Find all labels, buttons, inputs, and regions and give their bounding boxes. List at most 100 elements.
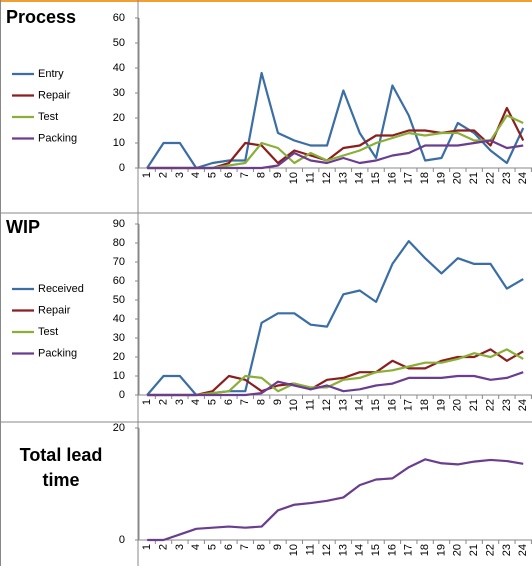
y-tick-label: 30 bbox=[113, 87, 125, 99]
legend-label: Repair bbox=[38, 304, 71, 316]
chart-title: WIP bbox=[6, 217, 40, 237]
x-tick-label: 2 bbox=[157, 544, 169, 550]
x-tick-label: 10 bbox=[288, 399, 300, 411]
x-tick-label: 10 bbox=[288, 172, 300, 184]
x-tick-label: 11 bbox=[305, 399, 317, 410]
x-tick-label: 9 bbox=[272, 544, 284, 550]
legend-label: Repair bbox=[38, 89, 71, 101]
x-tick-label: 2 bbox=[157, 172, 169, 178]
x-tick-label: 16 bbox=[386, 172, 398, 184]
x-tick-label: 19 bbox=[435, 544, 447, 556]
x-tick-label: 23 bbox=[501, 544, 513, 556]
legend-label: Received bbox=[38, 283, 84, 295]
x-tick-label: 15 bbox=[370, 172, 382, 184]
x-tick-label: 21 bbox=[468, 399, 480, 411]
x-tick-label: 10 bbox=[288, 544, 300, 556]
x-tick-label: 5 bbox=[206, 172, 218, 178]
x-tick-label: 12 bbox=[321, 172, 333, 184]
y-tick-label: 0 bbox=[119, 162, 125, 174]
x-tick-label: 18 bbox=[419, 544, 431, 556]
x-tick-label: 3 bbox=[174, 172, 186, 178]
series-line bbox=[147, 371, 524, 397]
x-tick-label: 11 bbox=[305, 172, 317, 183]
x-tick-label: 7 bbox=[239, 544, 251, 550]
y-tick-label: 20 bbox=[113, 351, 125, 363]
x-tick-label: 20 bbox=[452, 172, 464, 184]
series-line bbox=[146, 71, 525, 170]
x-tick-label: 21 bbox=[468, 544, 480, 556]
x-tick-label: 17 bbox=[403, 172, 415, 184]
x-tick-label: 6 bbox=[223, 172, 235, 178]
x-tick-label: 3 bbox=[174, 399, 186, 405]
x-tick-label: 8 bbox=[256, 172, 268, 178]
y-tick-label: 70 bbox=[113, 256, 125, 268]
legend-label: Packing bbox=[38, 347, 77, 359]
x-tick-label: 13 bbox=[337, 172, 349, 184]
y-tick-label: 20 bbox=[113, 422, 125, 434]
x-tick-label: 7 bbox=[239, 399, 251, 405]
x-tick-label: 17 bbox=[403, 399, 415, 411]
x-tick-label: 6 bbox=[223, 544, 235, 550]
y-tick-label: 90 bbox=[113, 218, 125, 230]
y-tick-label: 50 bbox=[113, 294, 125, 306]
x-tick-label: 17 bbox=[403, 544, 415, 556]
x-tick-label: 14 bbox=[354, 399, 366, 411]
x-tick-label: 5 bbox=[206, 399, 218, 405]
chart-title: Process bbox=[6, 7, 77, 27]
x-tick-label: 9 bbox=[272, 399, 284, 405]
x-tick-label: 13 bbox=[337, 544, 349, 556]
x-tick-label: 20 bbox=[452, 544, 464, 556]
legend-label: Test bbox=[38, 111, 58, 123]
x-tick-label: 4 bbox=[190, 544, 202, 550]
x-tick-label: 14 bbox=[354, 172, 366, 184]
x-tick-label: 1 bbox=[141, 172, 153, 178]
x-tick-label: 18 bbox=[419, 399, 431, 411]
y-tick-label: 30 bbox=[113, 332, 125, 344]
x-tick-label: 8 bbox=[256, 544, 268, 550]
x-tick-label: 6 bbox=[223, 399, 235, 405]
x-tick-label: 22 bbox=[484, 399, 496, 411]
y-tick-label: 50 bbox=[113, 37, 125, 49]
x-tick-label: 7 bbox=[239, 172, 251, 178]
x-tick-label: 22 bbox=[484, 172, 496, 184]
x-tick-label: 16 bbox=[386, 399, 398, 411]
series-line bbox=[147, 139, 524, 170]
x-tick-label: 1 bbox=[141, 544, 153, 550]
x-tick-label: 9 bbox=[272, 172, 284, 178]
x-tick-label: 4 bbox=[190, 172, 202, 178]
x-tick-label: 18 bbox=[419, 172, 431, 184]
x-tick-label: 23 bbox=[501, 172, 513, 184]
y-tick-label: 0 bbox=[119, 534, 125, 546]
chart-title: Total lead time bbox=[19, 445, 103, 490]
x-tick-label: 5 bbox=[206, 544, 218, 550]
y-tick-label: 10 bbox=[113, 370, 125, 382]
x-tick-label: 16 bbox=[386, 544, 398, 556]
x-tick-label: 8 bbox=[256, 399, 268, 405]
legend-label: Entry bbox=[38, 68, 64, 80]
y-tick-label: 80 bbox=[113, 237, 125, 249]
legend-label: Packing bbox=[38, 132, 77, 144]
y-tick-label: 60 bbox=[113, 12, 125, 24]
y-tick-label: 40 bbox=[113, 313, 125, 325]
x-tick-label: 3 bbox=[174, 544, 186, 550]
x-tick-label: 4 bbox=[190, 399, 202, 405]
series-line bbox=[147, 458, 524, 542]
y-tick-label: 10 bbox=[113, 137, 125, 149]
x-tick-label: 11 bbox=[305, 544, 317, 555]
legend-label: Test bbox=[38, 326, 58, 338]
series-line bbox=[147, 348, 524, 397]
y-tick-label: 60 bbox=[113, 275, 125, 287]
x-tick-label: 13 bbox=[337, 399, 349, 411]
y-tick-label: 40 bbox=[113, 62, 125, 74]
x-tick-label: 14 bbox=[354, 544, 366, 556]
x-tick-label: 19 bbox=[435, 399, 447, 411]
x-tick-label: 20 bbox=[452, 399, 464, 411]
x-tick-label: 23 bbox=[501, 399, 513, 411]
x-tick-label: 24 bbox=[517, 399, 529, 411]
x-tick-label: 21 bbox=[468, 172, 480, 184]
x-tick-label: 19 bbox=[435, 172, 447, 184]
y-tick-label: 0 bbox=[119, 389, 125, 401]
x-tick-label: 22 bbox=[484, 544, 496, 556]
